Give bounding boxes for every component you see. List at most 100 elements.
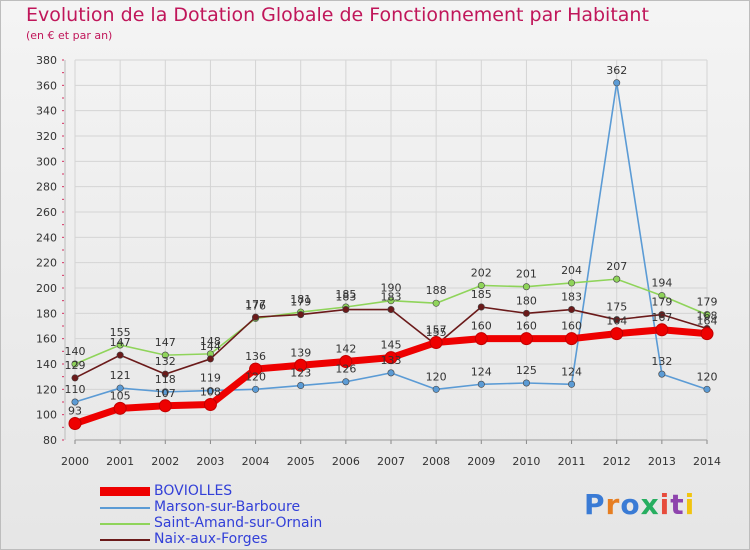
data-label-boviolles: 136 xyxy=(245,350,266,363)
data-label-naix-aux-forges: 132 xyxy=(155,355,176,368)
data-point-boviolles xyxy=(429,335,443,349)
data-point-naix-aux-forges xyxy=(613,316,621,324)
data-point-marson-sur-barboure xyxy=(432,385,440,393)
data-point-marson-sur-barboure xyxy=(161,388,169,396)
data-label-saint-amand-sur-ornain: 190 xyxy=(381,282,402,295)
logo-letter: r xyxy=(605,488,621,521)
logo-letter: i xyxy=(684,488,696,521)
data-point-marson-sur-barboure xyxy=(477,380,485,388)
y-tick-label: 140 xyxy=(36,358,57,371)
data-point-saint-amand-sur-ornain xyxy=(116,341,124,349)
data-point-boviolles xyxy=(113,401,127,415)
data-point-boviolles xyxy=(68,417,82,431)
data-point-saint-amand-sur-ornain xyxy=(71,360,79,368)
data-label-boviolles: 160 xyxy=(561,320,582,333)
proxiti-logo: Proxiti xyxy=(584,488,695,521)
data-point-marson-sur-barboure xyxy=(116,384,124,392)
data-point-marson-sur-barboure xyxy=(252,385,260,393)
data-label-boviolles: 108 xyxy=(200,386,221,399)
y-tick-label: 280 xyxy=(36,181,57,194)
y-tick-label: 200 xyxy=(36,282,57,295)
legend-swatch xyxy=(100,487,150,496)
data-label-boviolles: 139 xyxy=(290,346,311,359)
data-point-boviolles xyxy=(474,332,488,346)
x-tick-label: 2000 xyxy=(61,455,89,468)
data-label-boviolles: 167 xyxy=(651,311,672,324)
data-label-naix-aux-forges: 177 xyxy=(245,298,266,311)
data-label-saint-amand-sur-ornain: 148 xyxy=(200,335,221,348)
y-tick-label: 260 xyxy=(36,206,57,219)
data-label-boviolles: 160 xyxy=(471,320,492,333)
data-label-marson-sur-barboure: 133 xyxy=(381,354,402,367)
data-point-boviolles xyxy=(158,399,172,413)
data-label-naix-aux-forges: 183 xyxy=(381,291,402,304)
y-tick-label: 120 xyxy=(36,383,57,396)
data-point-saint-amand-sur-ornain xyxy=(161,351,169,359)
y-tick-label: 300 xyxy=(36,155,57,168)
data-label-marson-sur-barboure: 110 xyxy=(65,383,86,396)
data-label-naix-aux-forges: 147 xyxy=(110,336,131,349)
logo-letter: x xyxy=(640,488,660,521)
data-point-naix-aux-forges xyxy=(522,309,530,317)
legend-label: BOVIOLLES xyxy=(154,483,233,499)
data-point-naix-aux-forges xyxy=(387,306,395,314)
data-point-marson-sur-barboure xyxy=(206,387,214,395)
data-label-marson-sur-barboure: 119 xyxy=(200,372,221,385)
data-point-saint-amand-sur-ornain xyxy=(432,299,440,307)
data-point-saint-amand-sur-ornain xyxy=(387,297,395,305)
legend-swatch xyxy=(100,523,150,525)
data-label-saint-amand-sur-ornain: 185 xyxy=(335,288,356,301)
data-label-boviolles: 160 xyxy=(516,320,537,333)
y-tick-label: 240 xyxy=(36,231,57,244)
y-tick-label: 360 xyxy=(36,79,57,92)
data-label-marson-sur-barboure: 121 xyxy=(110,369,131,382)
data-label-naix-aux-forges: 155 xyxy=(426,326,447,339)
data-point-saint-amand-sur-ornain xyxy=(703,311,711,319)
data-point-marson-sur-barboure xyxy=(522,379,530,387)
logo-letter: i xyxy=(659,488,671,521)
x-tick-label: 2010 xyxy=(512,455,540,468)
data-label-naix-aux-forges: 129 xyxy=(65,359,86,372)
data-point-naix-aux-forges xyxy=(658,311,666,319)
y-tick-label: 320 xyxy=(36,130,57,143)
data-label-saint-amand-sur-ornain: 204 xyxy=(561,264,582,277)
data-point-marson-sur-barboure xyxy=(703,385,711,393)
data-point-marson-sur-barboure xyxy=(71,398,79,406)
legend-label: Saint-Amand-sur-Ornain xyxy=(154,515,323,531)
data-point-boviolles xyxy=(339,354,353,368)
data-label-naix-aux-forges: 180 xyxy=(516,294,537,307)
data-point-naix-aux-forges xyxy=(342,306,350,314)
data-label-naix-aux-forges: 179 xyxy=(651,296,672,309)
data-label-naix-aux-forges: 175 xyxy=(606,301,627,314)
data-label-marson-sur-barboure: 120 xyxy=(697,370,718,383)
chart-subtitle: (en € et par an) xyxy=(26,29,113,42)
legend-label: Naix-aux-Forges xyxy=(154,531,268,547)
y-tick-label: 220 xyxy=(36,257,57,270)
x-tick-label: 2009 xyxy=(467,455,495,468)
data-label-saint-amand-sur-ornain: 207 xyxy=(606,260,627,273)
data-label-marson-sur-barboure: 124 xyxy=(561,365,582,378)
data-label-saint-amand-sur-ornain: 202 xyxy=(471,266,492,279)
data-label-marson-sur-barboure: 132 xyxy=(651,355,672,368)
data-label-marson-sur-barboure: 125 xyxy=(516,364,537,377)
data-label-boviolles: 105 xyxy=(110,389,131,402)
data-point-marson-sur-barboure xyxy=(342,378,350,386)
data-label-saint-amand-sur-ornain: 194 xyxy=(651,277,672,290)
data-label-saint-amand-sur-ornain: 188 xyxy=(426,284,447,297)
x-tick-label: 2003 xyxy=(196,455,224,468)
data-point-marson-sur-barboure xyxy=(297,382,305,390)
chart-title: Evolution de la Dotation Globale de Fonc… xyxy=(26,4,649,26)
data-label-marson-sur-barboure: 120 xyxy=(245,370,266,383)
data-label-boviolles: 142 xyxy=(335,342,356,355)
x-tick-label: 2014 xyxy=(693,455,721,468)
x-tick-label: 2006 xyxy=(332,455,360,468)
data-point-marson-sur-barboure xyxy=(568,380,576,388)
x-tick-label: 2004 xyxy=(242,455,270,468)
logo-letter: t xyxy=(670,488,685,521)
data-point-naix-aux-forges xyxy=(297,311,305,319)
data-label-naix-aux-forges: 185 xyxy=(471,288,492,301)
data-point-naix-aux-forges xyxy=(568,306,576,314)
data-label-boviolles: 107 xyxy=(155,387,176,400)
data-point-saint-amand-sur-ornain xyxy=(477,281,485,289)
